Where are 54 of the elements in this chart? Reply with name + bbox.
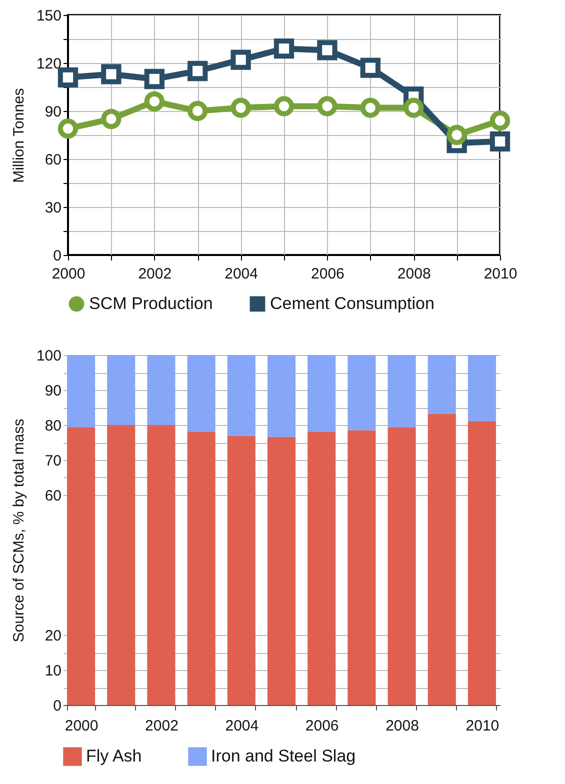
x-tick-label: 2008 [386,718,419,734]
legend-label: Cement Consumption [270,294,434,313]
y-tick-label: 120 [36,56,62,72]
legend-label: SCM Production [89,294,213,313]
x-tick-label: 2006 [311,266,344,282]
bar [67,355,96,428]
x-tick-label: 2000 [52,266,86,282]
bar [308,432,336,705]
y-tick-label: 100 [36,348,62,364]
bar [267,436,296,705]
bar [348,430,376,705]
bar [267,355,296,437]
bar [147,355,176,425]
y-tick-label: 80 [44,418,62,434]
x-tick-label: 2004 [224,266,258,282]
y-tick-label: 10 [44,662,62,680]
bar [388,355,416,428]
bar [428,355,456,414]
x-tick-label: 2010 [484,266,518,282]
x-tick-label: 2008 [397,266,431,282]
y-tick-label: 60 [44,488,62,504]
y-tick-label: 90 [44,104,62,120]
bar [468,421,496,705]
y-axis-title: Million Tonnes [10,88,28,183]
bar [468,355,496,422]
bar [187,432,216,705]
x-tick-label: 2006 [305,718,339,734]
bar [227,355,256,436]
y-tick-label: 150 [36,8,62,24]
x-tick-label: 2004 [225,718,259,734]
x-tick-label: 2002 [145,718,178,734]
bar [107,355,136,425]
bar [308,355,336,432]
y-tick-label: 0 [53,248,62,264]
bar [147,425,176,705]
x-tick-label: 2000 [64,718,98,734]
x-tick-label: 2002 [138,266,172,282]
y-tick-label: 90 [44,382,62,400]
legend-label: Iron and Steel Slag [211,746,356,766]
x-tick-label: 2010 [466,718,500,734]
bar [348,355,376,430]
y-tick-label: 70 [44,452,62,470]
legend-label: Fly Ash [86,746,142,766]
bar [428,414,456,705]
bar [67,427,96,705]
bar [388,427,416,705]
bar [227,436,256,705]
bar [107,425,136,705]
y-tick-label: 30 [44,200,62,216]
y-tick-label: 60 [44,152,62,168]
bar [187,355,216,432]
y-axis-title: Source of SCMs, % by total mass [10,418,28,642]
y-tick-label: 0 [53,698,62,714]
y-tick-label: 20 [44,628,62,644]
